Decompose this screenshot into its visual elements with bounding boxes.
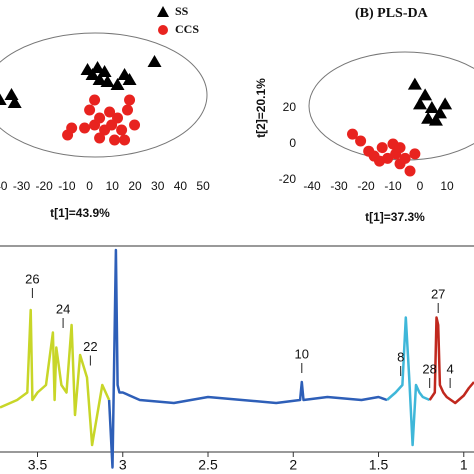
x-tick-label: 20 — [128, 179, 142, 193]
point — [418, 88, 433, 101]
point — [355, 135, 367, 147]
x-tick-label: -20 — [357, 179, 375, 193]
x-tick-label: 50 — [196, 179, 210, 193]
legend-label: CCS — [175, 22, 199, 36]
x-tick-label: 2 — [289, 457, 297, 473]
annotation: 26 — [25, 271, 39, 286]
spectrum-line — [428, 316, 474, 405]
point — [376, 142, 388, 154]
point — [438, 97, 453, 110]
point — [407, 77, 422, 90]
point — [124, 94, 136, 106]
point — [424, 101, 439, 113]
x-tick-label: 0 — [417, 179, 424, 193]
spectrum-line — [386, 316, 431, 447]
x-tick-label: 30 — [151, 179, 165, 193]
legend-label: SS — [175, 4, 189, 18]
legend-marker — [157, 6, 169, 17]
point — [94, 132, 106, 144]
point — [89, 94, 101, 106]
annotation: 28 — [422, 361, 436, 376]
point — [374, 155, 385, 167]
point — [110, 78, 125, 90]
point — [404, 165, 416, 177]
x-tick-label: 2.5 — [198, 457, 218, 473]
x-tick-label: 40 — [174, 179, 188, 193]
point — [116, 124, 128, 136]
point — [66, 122, 78, 134]
point — [421, 111, 436, 124]
point — [122, 104, 134, 116]
x-tick-label: -10 — [384, 179, 402, 193]
point — [129, 119, 141, 131]
annotation: 24 — [56, 301, 70, 316]
y-axis-label: t[2]=20.1% — [254, 78, 268, 138]
point — [100, 75, 115, 87]
point — [109, 134, 121, 146]
point — [104, 106, 116, 118]
x-tick-label: 3 — [119, 457, 127, 473]
x-axis-label: t[1]=43.9% — [50, 206, 110, 220]
point — [7, 96, 22, 108]
point — [147, 55, 162, 67]
point — [399, 152, 411, 164]
x-axis-label: t[1]=37.3% — [365, 210, 425, 224]
point — [428, 113, 443, 126]
x-tick-label: -30 — [330, 179, 348, 193]
point — [0, 93, 7, 105]
point — [94, 112, 106, 124]
point — [79, 122, 91, 134]
x-tick-label: 1.5 — [369, 457, 389, 473]
x-tick-label: -20 — [36, 179, 54, 193]
point — [409, 148, 421, 160]
x-tick-label: -10 — [58, 179, 76, 193]
annotation: 22 — [83, 339, 97, 354]
x-tick-label: -30 — [13, 179, 31, 193]
panel-title: (B) PLS-DA — [355, 6, 429, 21]
point — [85, 68, 100, 80]
confidence-ellipse — [0, 32, 208, 158]
x-tick-label: 1 — [460, 457, 468, 473]
x-tick-label: -40 — [303, 179, 321, 193]
point — [84, 104, 96, 116]
point — [119, 134, 131, 146]
point — [122, 73, 137, 85]
spectrum-line — [0, 308, 111, 447]
x-tick-label: 3.5 — [28, 457, 48, 473]
spectrum-line — [107, 248, 388, 469]
point — [347, 128, 358, 140]
point — [394, 142, 406, 154]
point — [413, 97, 427, 110]
x-tick-label: 10 — [440, 179, 454, 193]
annotation: 4 — [447, 361, 454, 376]
annotation: 27 — [431, 286, 445, 301]
point — [4, 88, 19, 100]
x-tick-label: -40 — [0, 179, 8, 193]
x-tick-label: 0 — [86, 179, 93, 193]
y-tick-label: 0 — [289, 136, 296, 150]
x-tick-label: 10 — [106, 179, 120, 193]
point — [112, 112, 124, 124]
annotation: 10 — [295, 346, 309, 361]
point — [97, 65, 112, 77]
y-tick-label: -20 — [279, 172, 297, 186]
annotation: 8 — [397, 349, 404, 364]
legend-marker — [158, 25, 168, 35]
point — [90, 61, 105, 73]
point — [92, 73, 107, 85]
y-tick-label: 20 — [283, 100, 297, 114]
